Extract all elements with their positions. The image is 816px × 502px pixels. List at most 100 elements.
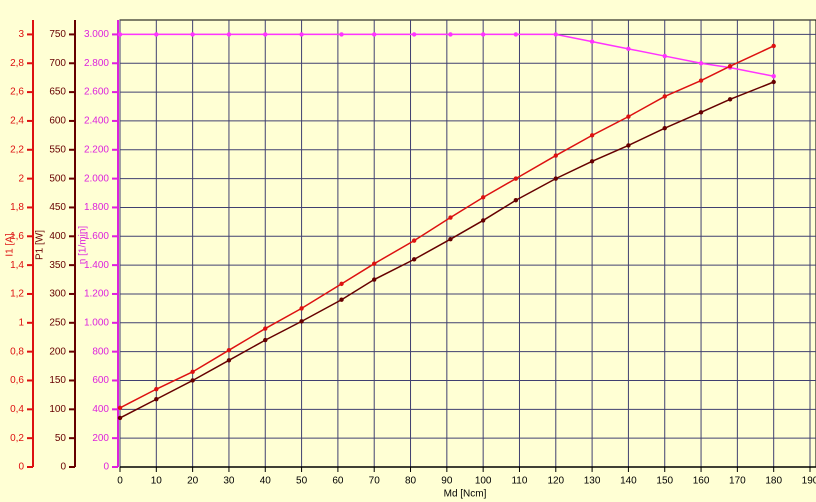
- y-tick-label: 600: [92, 375, 109, 386]
- data-point: [411, 257, 417, 262]
- y-tick-label: 2.800: [84, 58, 109, 69]
- x-tick-label: 30: [223, 476, 235, 487]
- y-tick-label: 500: [49, 173, 66, 184]
- data-point: [553, 176, 558, 181]
- data-point: [226, 32, 232, 37]
- y-tick-label: 2.600: [84, 87, 109, 98]
- data-point: [513, 176, 519, 181]
- y-tick-label: 400: [92, 404, 109, 415]
- x-tick-label: 50: [296, 476, 308, 487]
- y-tick-label: 250: [49, 317, 66, 328]
- y-tick-label: 1,8: [10, 202, 24, 213]
- x-tick-label: 0: [117, 476, 123, 487]
- y-tick-label: 1.000: [84, 317, 109, 328]
- data-point: [263, 326, 268, 331]
- data-point: [698, 78, 704, 83]
- data-point: [589, 133, 595, 138]
- y-tick-label: 0,2: [10, 433, 24, 444]
- plot-area: [119, 19, 816, 468]
- y-tick-label: 450: [49, 202, 66, 213]
- data-point: [553, 153, 558, 158]
- y-tick-label: 550: [49, 144, 66, 155]
- y-tick-label: 1,4: [10, 260, 24, 271]
- y-tick-label: 1.400: [84, 260, 109, 271]
- data-point: [117, 415, 123, 421]
- x-tick-label: 180: [765, 476, 782, 487]
- y-tick-label: 200: [92, 433, 109, 444]
- data-point: [771, 74, 776, 79]
- data-point: [448, 215, 453, 220]
- data-point: [662, 94, 667, 99]
- data-point: [480, 218, 486, 223]
- y-tick-label: 3.000: [84, 29, 109, 40]
- data-point: [662, 125, 667, 131]
- y-tick-label: 300: [49, 289, 66, 300]
- x-tick-label: 120: [547, 476, 564, 487]
- data-point: [411, 32, 417, 37]
- x-tick-label: 40: [260, 476, 272, 487]
- y-tick-label: 150: [49, 375, 66, 386]
- x-tick-label: 20: [187, 476, 199, 487]
- data-point: [263, 337, 268, 343]
- y3-axis-title: I1 [A]: [5, 233, 16, 257]
- y-tick-label: 50: [55, 433, 67, 444]
- y-tick-label: 1.600: [84, 231, 109, 242]
- data-point: [372, 32, 377, 37]
- data-point: [190, 32, 195, 37]
- y-tick-label: 2,8: [10, 58, 24, 69]
- x-tick-label: 110: [511, 476, 527, 487]
- data-point: [589, 159, 595, 164]
- data-point: [226, 358, 232, 363]
- y-tick-label: 800: [92, 346, 109, 357]
- data-point: [480, 32, 486, 37]
- y-tick-label: 600: [49, 116, 66, 127]
- data-point: [727, 63, 733, 69]
- data-point: [771, 43, 776, 49]
- data-point: [299, 319, 304, 324]
- x-axis-title: Md [Ncm]: [444, 489, 487, 500]
- x-tick-label: 130: [584, 476, 601, 487]
- y-tick-label: 0: [18, 462, 24, 473]
- y-tick-label: 0: [103, 462, 109, 473]
- data-point: [553, 32, 558, 37]
- x-tick-label: 100: [475, 476, 492, 487]
- data-point: [117, 405, 123, 411]
- data-point: [513, 32, 519, 37]
- data-point: [626, 143, 631, 148]
- data-point: [771, 79, 776, 85]
- y-tick-label: 700: [49, 58, 66, 69]
- y-tick-label: 2,2: [10, 144, 24, 155]
- y-tick-label: 1.200: [84, 289, 109, 300]
- data-point: [339, 281, 344, 287]
- y-tick-label: 650: [49, 87, 66, 98]
- data-point: [154, 386, 159, 392]
- data-point: [626, 46, 631, 52]
- y-tick-label: 2,6: [10, 87, 24, 98]
- data-point: [727, 97, 733, 102]
- data-point: [226, 348, 232, 353]
- y-tick-label: 2.200: [84, 144, 109, 155]
- x-tick-label: 170: [729, 476, 746, 487]
- data-point: [339, 32, 344, 37]
- x-tick-label: 160: [693, 476, 710, 487]
- data-point: [448, 32, 453, 37]
- y-tick-label: 1,6: [10, 231, 24, 242]
- data-point: [190, 378, 195, 383]
- data-point: [513, 198, 519, 203]
- y-tick-label: 0,8: [10, 346, 24, 357]
- data-point: [698, 61, 704, 66]
- x-tick-label: 70: [369, 476, 381, 487]
- y-tick-label: 0: [60, 462, 66, 473]
- data-point: [411, 238, 417, 243]
- y-tick-label: 350: [49, 260, 66, 271]
- y-axis-title: n [1/min]: [78, 226, 89, 265]
- data-point: [698, 110, 704, 115]
- y-tick-label: 2.400: [84, 116, 109, 127]
- x-tick-label: 150: [656, 476, 673, 487]
- y-tick-label: 2.000: [84, 173, 109, 184]
- y-tick-label: 0,6: [10, 375, 24, 386]
- x-tick-label: 90: [441, 476, 453, 487]
- y-tick-label: 2,4: [10, 116, 24, 127]
- y-tick-label: 3: [18, 29, 24, 40]
